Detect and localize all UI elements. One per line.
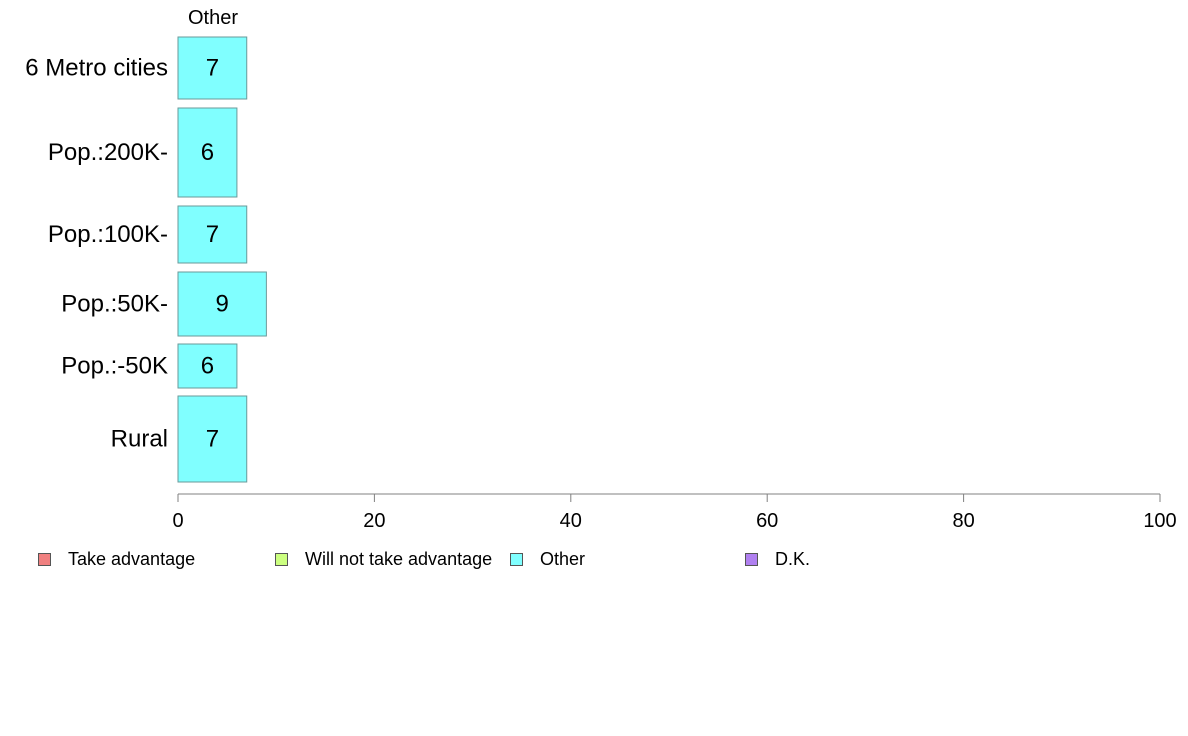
bar-value-label: 7 [206,55,219,82]
legend-swatch-take-advantage [38,552,51,566]
x-tick-label: 60 [756,510,778,532]
bar [177,343,238,389]
legend-item-take-advantage: Take advantage [38,548,195,570]
legend-swatch-will-not-take-advantage [275,552,288,566]
bar-value-label: 6 [201,353,214,380]
legend-label: D.K. [775,548,811,569]
category-label: Pop.:-50K [61,353,168,380]
bars-group: 7 6 7 9 6 7 [177,36,267,483]
bar-value-label: 7 [206,221,219,248]
category-label: Pop.:200K- [48,139,168,166]
legend-label: Other [540,548,586,569]
x-tick-label: 100 [1143,510,1176,532]
legend: Take advantage Will not take advantage O… [38,548,938,570]
legend-label: Take advantage [68,548,196,569]
bar-chart: Other 7 6 7 9 6 7 0 20 40 60 80 100 6 Metro cities… [25,7,1177,532]
category-label: Pop.:100K- [48,221,168,248]
bar [177,395,248,483]
bar-value-label: 9 [216,291,229,318]
x-tick-label: 40 [560,510,582,532]
x-tick-label: 20 [363,510,385,532]
x-tick-label: 80 [952,510,974,532]
x-tick-label: 0 [172,510,183,532]
x-axis: 0 20 40 60 80 100 [172,493,1177,532]
legend-swatch-other [510,552,523,566]
bar [177,36,248,100]
legend-item-dk: D.K. [745,548,810,570]
bar [177,271,267,337]
bar-value-label: 7 [206,426,219,453]
legend-label: Will not take advantage [305,548,493,569]
legend-item-will-not-take-advantage: Will not take advantage [275,548,492,570]
legend-item-other: Other [510,548,585,570]
bar [177,205,248,264]
series-header: Other [188,7,238,29]
bar-value-label: 6 [201,139,214,166]
category-label: Rural [111,426,168,453]
bar [177,107,238,198]
category-label: Pop.:50K- [61,291,168,318]
category-label: 6 Metro cities [25,55,168,82]
legend-swatch-dk [745,552,758,566]
